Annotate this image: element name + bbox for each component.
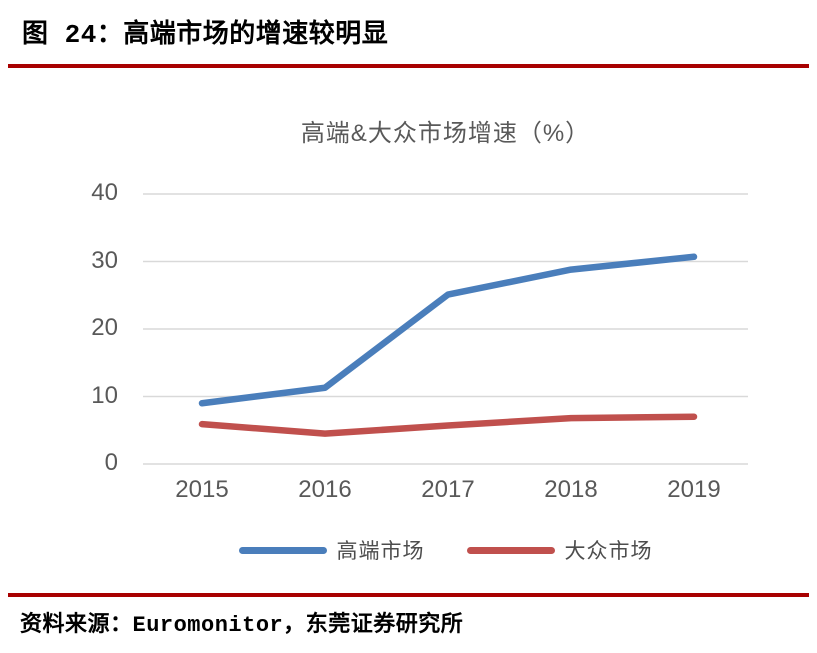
chart-legend: 高端市场 大众市场 (143, 534, 748, 566)
x-axis-tick-label: 2016 (298, 476, 352, 503)
x-axis-tick-label: 2019 (667, 476, 721, 503)
bottom-divider-rule (8, 593, 809, 597)
source-attribution: 资料来源：Euromonitor，东莞证券研究所 (20, 613, 464, 638)
legend-item-highend: 高端市场 (238, 535, 425, 565)
y-axis-tick-label: 40 (91, 178, 118, 206)
series-line-0 (198, 253, 698, 407)
y-axis-tick-label: 0 (104, 448, 118, 476)
x-axis-tick-label: 2017 (421, 476, 475, 503)
y-axis-tick-label: 30 (91, 246, 118, 274)
figure-title: 图 24：高端市场的增速较明显 (22, 20, 389, 50)
legend-item-mass: 大众市场 (466, 535, 653, 565)
series-line-1 (198, 413, 698, 437)
top-divider-rule (8, 64, 809, 68)
legend-line-swatch-blue (238, 546, 327, 554)
chart-title: 高端&大众市场增速（%） (300, 120, 591, 147)
legend-label: 高端市场 (336, 540, 425, 563)
legend-line-swatch-red (466, 546, 555, 554)
legend-label: 大众市场 (564, 540, 653, 563)
y-axis-tick-label: 20 (91, 313, 118, 341)
x-axis-tick-label: 2015 (175, 476, 229, 503)
x-axis-tick-label: 2018 (544, 476, 598, 503)
y-axis-tick-label: 10 (91, 381, 118, 409)
